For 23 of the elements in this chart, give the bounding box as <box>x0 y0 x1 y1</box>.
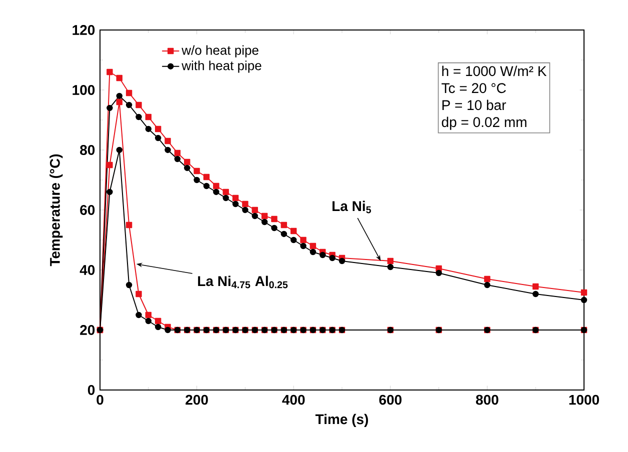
y-tick-label: 20 <box>80 325 95 335</box>
y-tick-label: 60 <box>80 205 95 215</box>
legend-label: w/o heat pipe <box>182 45 258 58</box>
annotation: dp = 0.02 mm <box>442 116 526 130</box>
x-axis-title: Time (s) <box>315 414 368 427</box>
legend-label: with heat pipe <box>182 60 262 73</box>
y-tick-label: 80 <box>80 145 95 155</box>
x-tick-label: 200 <box>186 394 208 405</box>
annotation: h = 1000 W/m² K <box>442 66 547 76</box>
x-tick-label: 1000 <box>569 394 600 405</box>
y-tick-label: 100 <box>72 85 95 95</box>
y-tick-label: 0 <box>88 385 95 395</box>
y-tick-label: 120 <box>72 25 95 35</box>
x-tick-label: 0 <box>96 394 104 405</box>
x-tick-label: 800 <box>476 394 498 405</box>
annotation: Tc = 20 °C <box>442 83 506 94</box>
annotation: P = 10 bar <box>442 100 506 110</box>
annotation: La Ni$_{5}$ <box>332 200 371 214</box>
annotation: La Ni$_{4.75}$ Al$_{0.25}$ <box>198 276 288 288</box>
y-axis-title: Temperature (°C) <box>50 154 63 266</box>
x-tick-label: 400 <box>282 394 305 405</box>
x-tick-label: 600 <box>379 394 402 405</box>
y-tick-label: 40 <box>80 265 95 275</box>
